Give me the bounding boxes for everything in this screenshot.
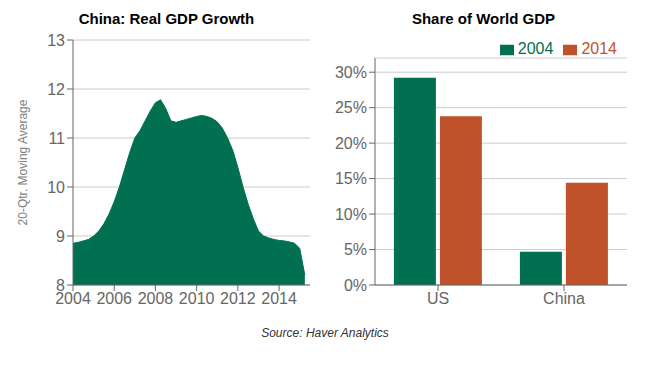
svg-text:0%: 0% [344,277,367,294]
svg-text:8: 8 [56,277,65,294]
svg-text:2004: 2004 [55,290,91,308]
html-text:Source: Haver Analytics: Source: Haver Analytics [261,326,389,340]
svg-text:15%: 15% [335,170,367,187]
svg-text:12: 12 [47,81,65,98]
svg-text:30%: 30% [335,64,367,81]
html-text:2014: 2014 [581,40,617,57]
svg-text:10%: 10% [335,206,367,223]
svg-text:13: 13 [47,32,65,49]
svg-text:9: 9 [56,228,65,245]
html-text:Share of World GDP: Share of World GDP [412,10,555,27]
svg-text:10: 10 [47,179,65,196]
svg-text:2006: 2006 [96,290,132,307]
svg-text:2010: 2010 [179,290,215,307]
html-text:2004: 2004 [517,40,554,57]
svg-text:20-Qtr. Moving Average: 20-Qtr. Moving Average [16,99,30,225]
svg-text:US: US [427,290,449,307]
svg-text:2008: 2008 [138,290,174,307]
svg-text:2012: 2012 [220,290,256,307]
svg-text:2014: 2014 [261,290,297,307]
html-text:China: Real GDP Growth: China: Real GDP Growth [78,10,255,27]
svg-text:25%: 25% [335,99,367,116]
svg-text:China: China [543,290,585,307]
svg-text:5%: 5% [344,241,367,258]
svg-text:20%: 20% [335,135,367,152]
svg-text:11: 11 [48,130,65,147]
